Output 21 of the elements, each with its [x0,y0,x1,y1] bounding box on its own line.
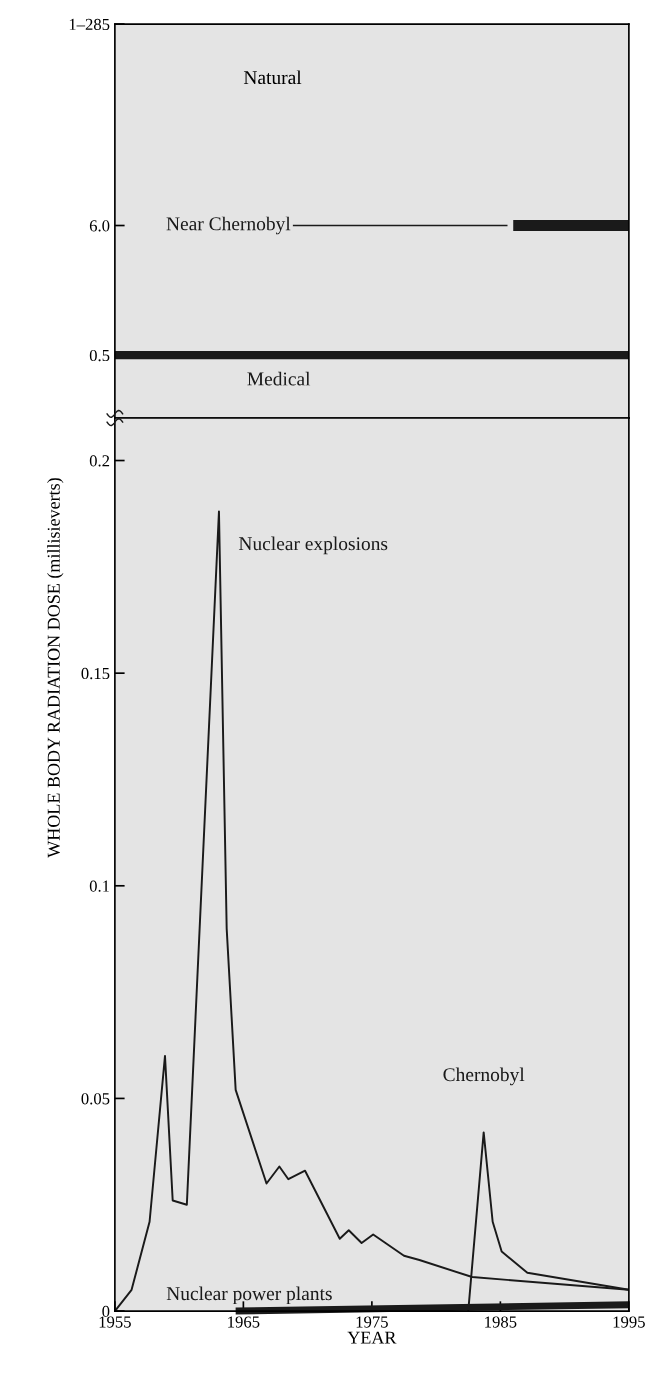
x-tick-label: 1955 [99,1316,131,1328]
annotation: Natural [243,70,302,85]
text: Near Chernobyl [166,216,291,235]
x-axis-title: YEAR [347,1331,397,1344]
series-label: Nuclear explosions [238,536,388,555]
y-tick-label: 6.0 [89,220,110,232]
x-tick-label: 1995 [613,1316,645,1328]
x-tick-label: 1965 [228,1316,260,1328]
y-tick-label: 0.5 [89,349,110,362]
y-axis-title: WHOLE BODY RADIATION DOSE (millisieverts) [47,478,64,858]
x-tick-label: 1975 [356,1316,388,1328]
y-tick-label: 0.1 [89,880,110,892]
y-tick-label: 0 [102,1305,110,1318]
x-tick-label: 1985 [485,1316,517,1328]
text: Chernobyl [443,1067,525,1086]
series-label: Nuclear power plants [166,1286,332,1305]
y-tick-label: 1–285 [69,18,110,31]
y-tick-label: 0.2 [89,455,110,467]
series-label: Medical [247,371,311,386]
y-tick-label: 0.15 [81,667,110,680]
y-tick-label: 0.05 [81,1093,110,1105]
